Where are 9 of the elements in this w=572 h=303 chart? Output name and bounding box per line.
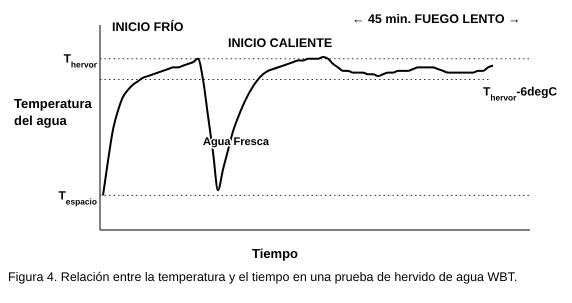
- ref-line-label: T$_{hervor}$: [64, 52, 98, 70]
- text: ← 45 min. FUEGO LENTO →: [352, 12, 521, 26]
- ref-line-label: T$_{hervor}$-6degC: [483, 84, 558, 102]
- text: INICIO FRÍO: [112, 19, 184, 34]
- ref-line-label: T$_{espacio}$: [58, 188, 97, 206]
- text: Figura 4. Relación entre la temperatura y el tiempo en una prueba de hervido de agua WBT.: [8, 270, 518, 284]
- x-axis-title: Tiempo: [252, 246, 298, 261]
- y-axis-title: Temperatura del agua: [14, 96, 93, 128]
- text: INICIO CALIENTE: [228, 36, 332, 50]
